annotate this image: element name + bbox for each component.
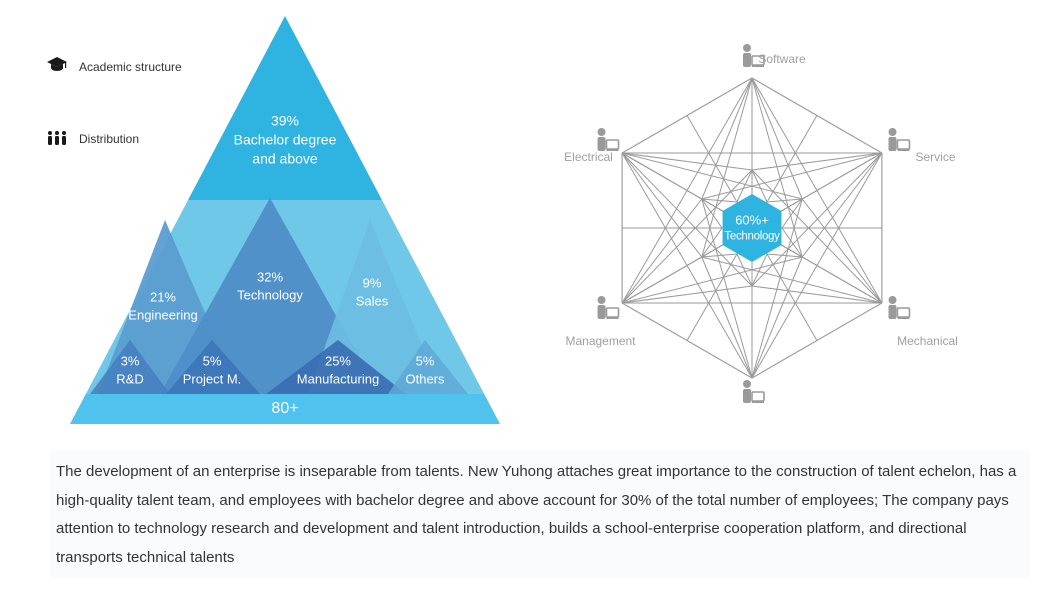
network-role-service: Service — [915, 150, 955, 164]
network-role-electrical: Electrical — [564, 150, 613, 164]
distribution-icon — [45, 127, 69, 151]
description-text: The development of an enterprise is inse… — [56, 463, 1016, 566]
network-center-label: 60%+ Technology — [724, 212, 779, 243]
pyramid-low-2: 25% Manufacturing — [297, 352, 379, 387]
pyramid-top-label: 39% Bachelor degree and above — [234, 112, 337, 169]
pyramid-chart: 39% Bachelor degree and above 21% Engine… — [70, 10, 500, 430]
pyramid-mid-0: 21% Engineering — [128, 288, 197, 323]
pyramid-low-0: 3% R&D — [116, 352, 143, 387]
network-role-software: Software — [758, 52, 805, 66]
pyramid-top-text: Bachelor degree and above — [234, 132, 337, 167]
network-role-mechanical: Mechanical — [897, 334, 958, 348]
pyramid-mid-2: 9% Sales — [356, 274, 389, 309]
pyramid-low-3: 5% Others — [405, 352, 444, 387]
academic-icon — [45, 55, 69, 79]
pyramid-mid-1: 32% Technology — [237, 268, 303, 303]
pyramid-base-label: 80+ — [271, 400, 298, 418]
description-paragraph: The development of an enterprise is inse… — [50, 450, 1030, 578]
network-role-management: Management — [565, 334, 635, 348]
network-diagram: Software Service Mechanical Management Elect… — [540, 30, 1040, 440]
pyramid-low-1: 5% Project M. — [183, 352, 242, 387]
